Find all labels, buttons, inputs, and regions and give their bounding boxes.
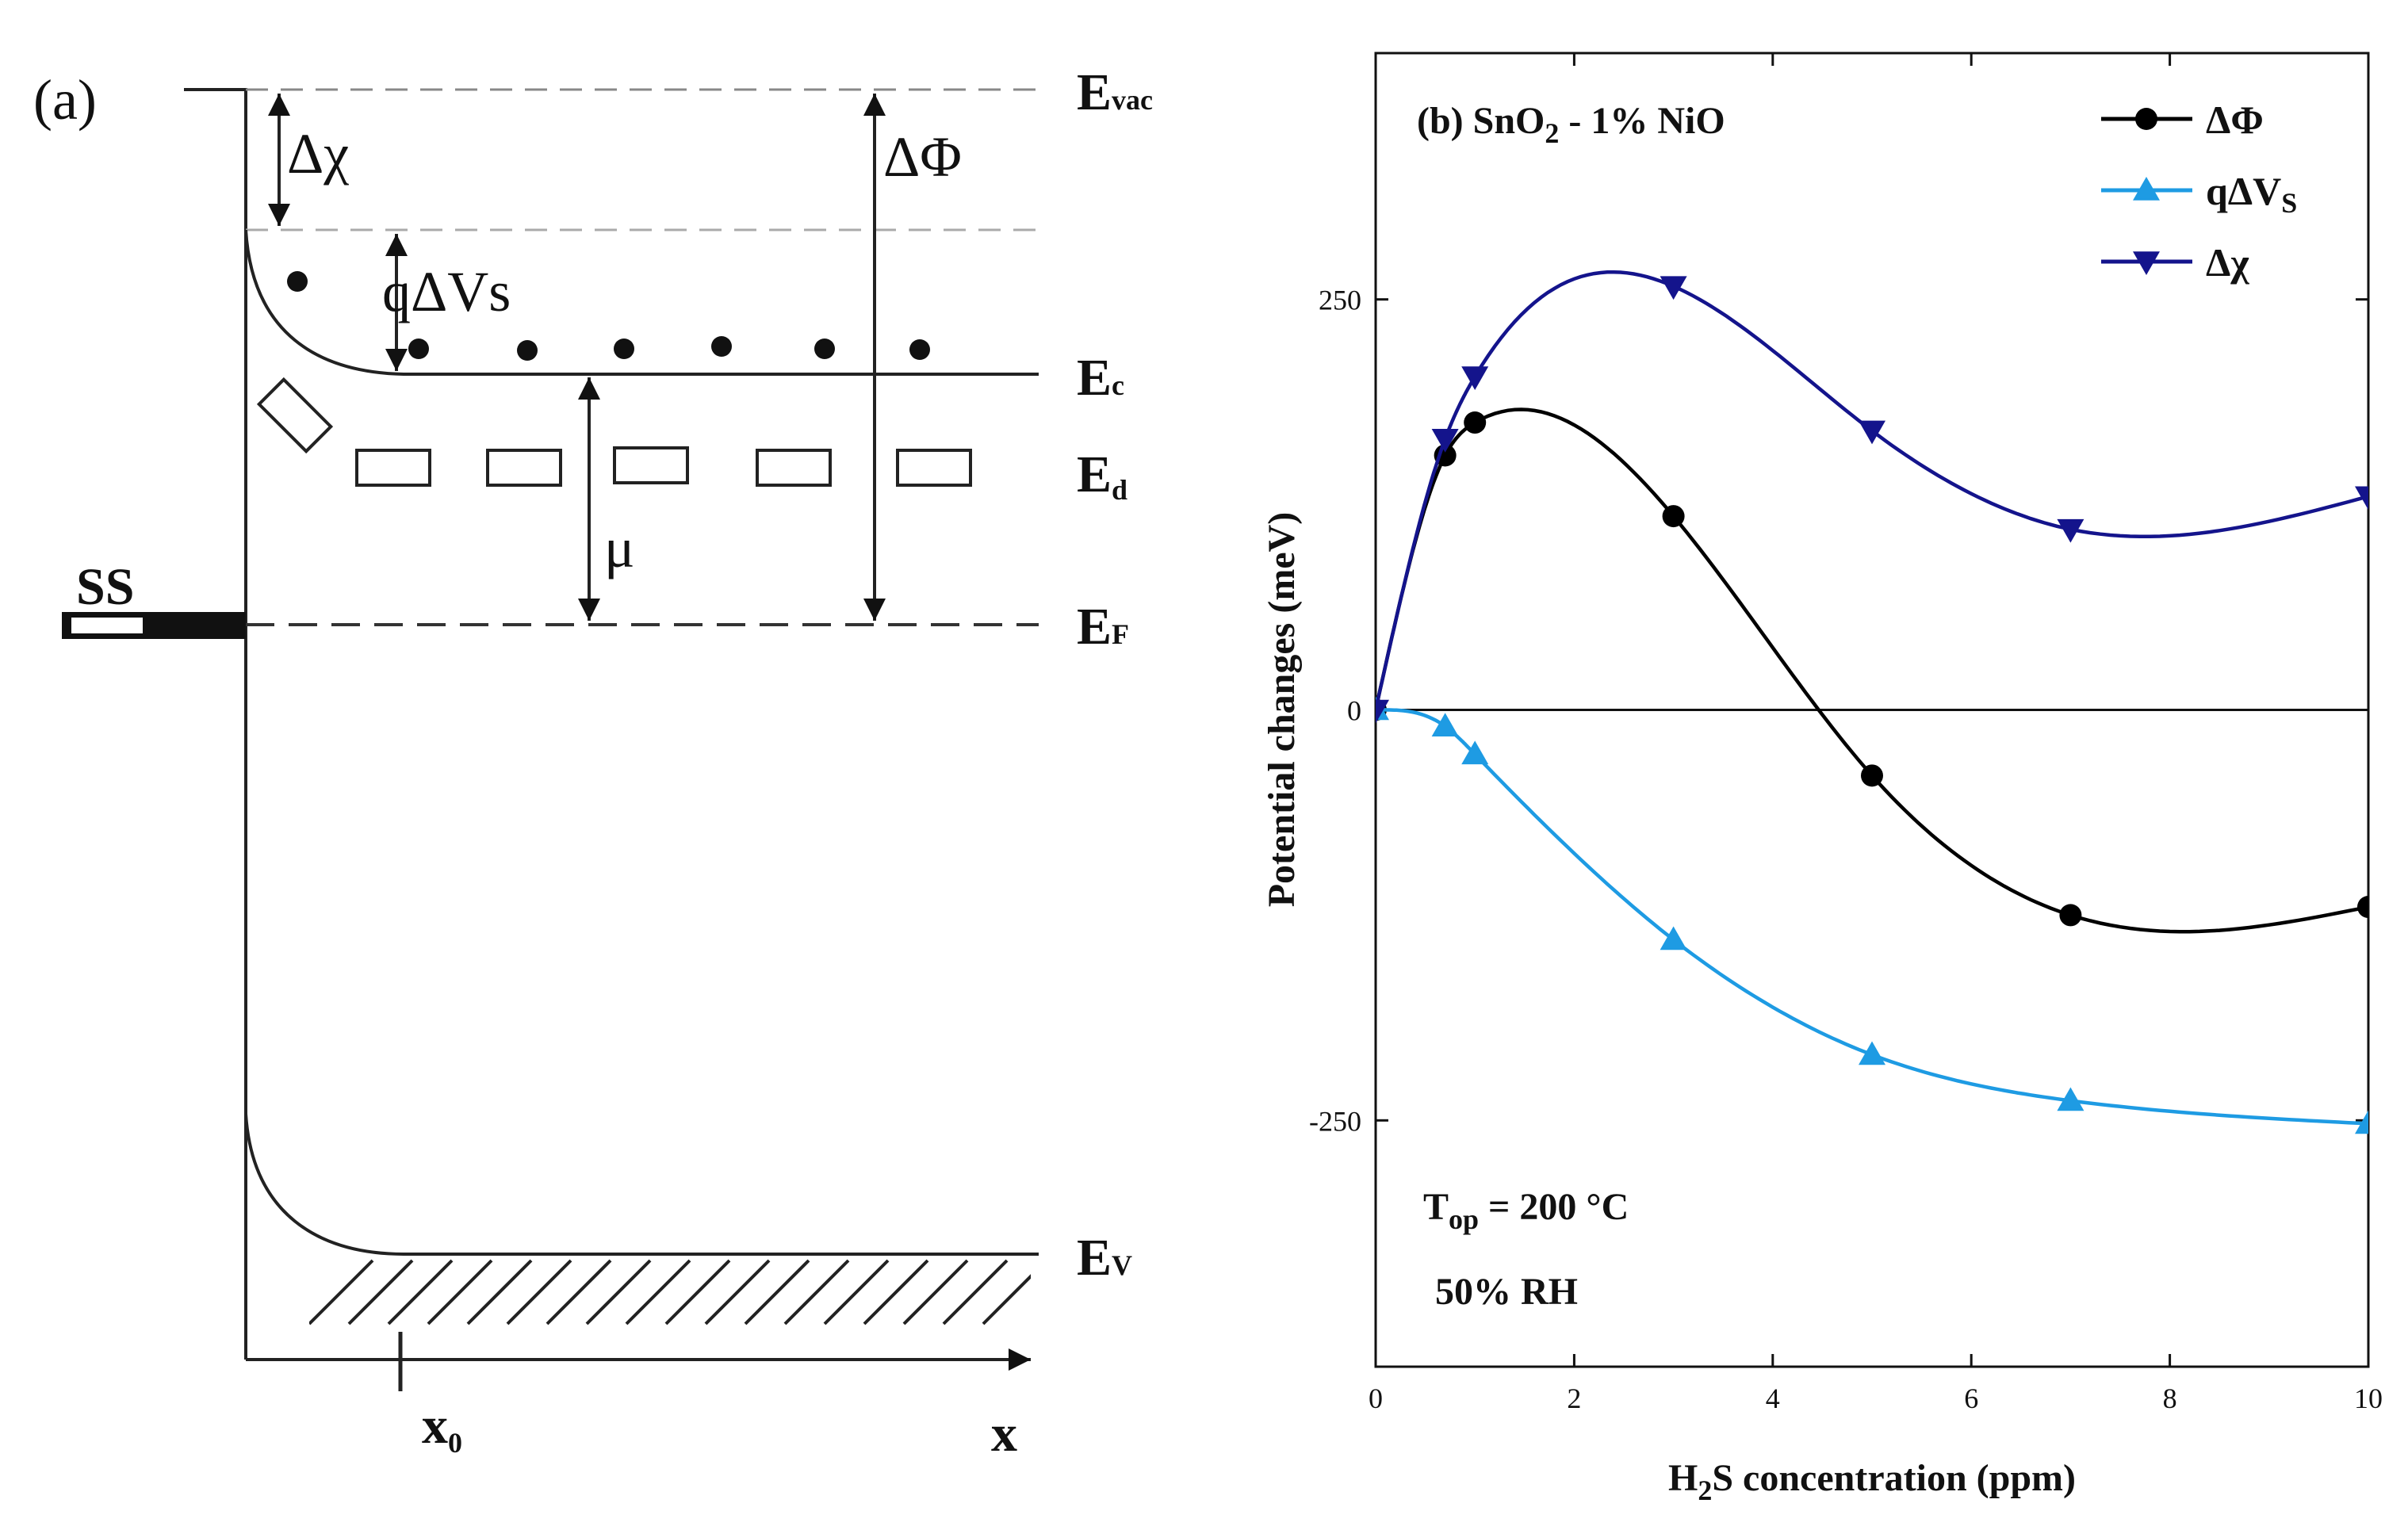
donor-levels xyxy=(256,377,972,487)
series-line-delta-phi xyxy=(1376,407,2368,934)
ec-label: Ec xyxy=(1077,349,1124,407)
x-tick-label: 0 xyxy=(1369,1383,1383,1414)
series-layer xyxy=(1376,270,2368,1134)
x-tick-label: 2 xyxy=(1567,1383,1581,1414)
mu-label: μ xyxy=(604,516,635,579)
delta-chi-label: Δχ xyxy=(287,122,349,186)
legend-marker-q-delta-vs xyxy=(2133,177,2160,201)
legend-label-delta-chi: Δχ xyxy=(2206,240,2249,285)
x0-label: x0 xyxy=(422,1397,462,1459)
ef-label: EF xyxy=(1077,598,1129,656)
data-point-delta-chi xyxy=(1859,420,1885,445)
ed-label: Ed xyxy=(1077,446,1127,506)
data-point-q-delta-vs xyxy=(2355,1110,2368,1134)
data-point-q-delta-vs xyxy=(1431,713,1459,736)
data-point-q-delta-vs xyxy=(1660,926,1687,951)
y-axis-title: Potential changes (meV) xyxy=(1261,512,1303,908)
series-q-delta-vs xyxy=(1376,696,2368,1134)
data-point-delta-phi xyxy=(1464,411,1487,434)
panel-b-chart: 0 2 4 6 8 10 -250 0 250 (b) SnO2 - 1% NiO ΔΦ qΔV… xyxy=(1261,52,2383,1506)
y-tick-label: 250 xyxy=(1319,285,1361,316)
ev-label: EV xyxy=(1077,1229,1132,1287)
legend-marker-delta-phi xyxy=(2135,108,2157,130)
legend-label-q-delta-vs: qΔVS xyxy=(2206,169,2297,219)
ev-band xyxy=(244,1113,1039,1256)
y-tick-label: -250 xyxy=(1309,1105,1361,1137)
valence-hatching xyxy=(309,1259,1031,1325)
x-tick-label: 6 xyxy=(1964,1383,1978,1414)
series-delta-chi xyxy=(1376,270,2368,724)
surface-states-bar xyxy=(62,612,246,639)
data-point-delta-chi xyxy=(2057,518,2085,543)
legend-marker-delta-chi xyxy=(2133,251,2160,275)
ec-band xyxy=(244,229,1039,376)
data-point-delta-chi xyxy=(1461,366,1489,391)
data-point-delta-chi xyxy=(1431,428,1459,453)
data-point-q-delta-vs xyxy=(2057,1087,2085,1111)
chart-title: (b) SnO2 - 1% NiO xyxy=(1417,100,1725,149)
electrons xyxy=(287,271,930,361)
data-point-q-delta-vs xyxy=(1859,1041,1885,1065)
data-point-delta-phi xyxy=(2357,896,2368,919)
legend-label-delta-phi: ΔΦ xyxy=(2206,98,2264,142)
ss-label: SS xyxy=(76,558,134,616)
annotation-temperature: Top = 200 °C xyxy=(1423,1186,1629,1235)
data-point-delta-phi xyxy=(2059,904,2082,927)
tick-labels: 0 2 4 6 8 10 -250 0 250 xyxy=(1309,285,2383,1414)
surface-line xyxy=(184,88,247,1360)
data-point-delta-phi xyxy=(1861,764,1883,787)
data-point-delta-chi xyxy=(1660,276,1687,300)
x-tick-label: 8 xyxy=(2163,1383,2177,1414)
annotation-humidity: 50% RH xyxy=(1435,1271,1578,1313)
q-delta-vs-label: qΔVs xyxy=(382,260,511,323)
x-axis-label: x xyxy=(991,1405,1017,1463)
series-line-delta-chi xyxy=(1376,270,2368,710)
legend: ΔΦ qΔVS Δχ xyxy=(2101,98,2297,285)
x-tick-label: 10 xyxy=(2354,1383,2383,1414)
evac-label: Evac xyxy=(1077,63,1153,121)
x-tick-label: 4 xyxy=(1766,1383,1780,1414)
x-axis-title: H2S concentration (ppm) xyxy=(1668,1457,2076,1506)
delta-phi-label: ΔΦ xyxy=(883,125,962,189)
panel-a-label: (a) xyxy=(33,68,97,132)
data-point-delta-phi xyxy=(1662,505,1685,528)
series-delta-phi xyxy=(1376,407,2368,934)
y-tick-label: 0 xyxy=(1347,695,1361,727)
data-point-delta-chi xyxy=(2355,486,2368,511)
data-point-q-delta-vs xyxy=(1461,740,1489,765)
panel-a: (a) x0 x xyxy=(33,63,1153,1463)
data-point-delta-chi xyxy=(1376,699,1389,724)
